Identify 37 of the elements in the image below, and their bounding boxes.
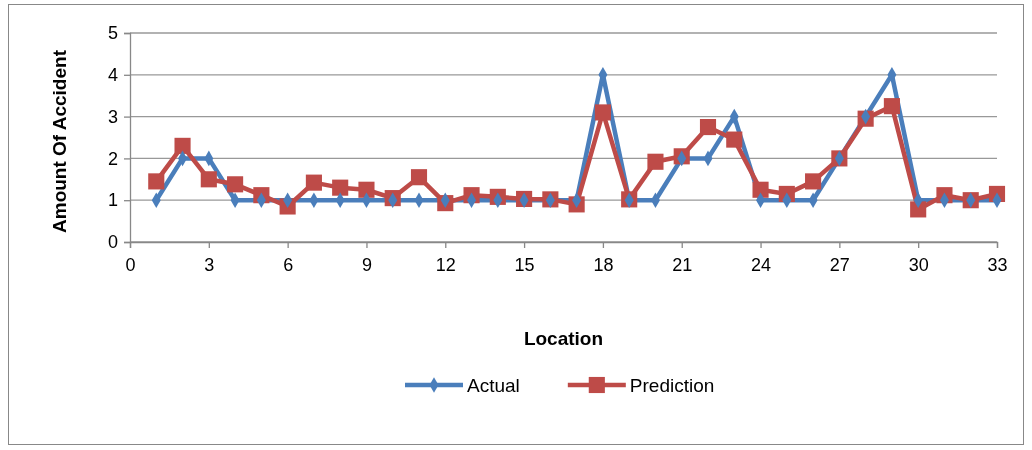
x-tick-label: 0	[125, 254, 136, 275]
x-tick-label: 15	[514, 254, 535, 275]
point	[174, 137, 191, 154]
x-tick-label: 18	[593, 254, 614, 275]
x-tick-label: 9	[361, 254, 372, 275]
point	[358, 181, 375, 198]
point	[305, 174, 322, 191]
x-axis-title: Location	[523, 328, 604, 349]
y-tick-label: 5	[107, 23, 118, 44]
point	[883, 98, 900, 115]
y-tick-label: 1	[107, 190, 118, 211]
point	[726, 131, 743, 148]
y-axis-title: Amount Of Accident	[49, 49, 70, 233]
point	[805, 173, 822, 190]
x-tick-label: 33	[987, 254, 1008, 275]
y-tick-label: 2	[107, 148, 118, 169]
point	[647, 153, 664, 170]
legend-label: Actual	[467, 375, 520, 396]
y-tick-label: 4	[107, 65, 118, 86]
point	[200, 171, 217, 188]
x-tick-label: 21	[672, 254, 693, 275]
point	[148, 173, 165, 190]
y-tick-label: 0	[107, 232, 118, 253]
point	[752, 181, 769, 198]
y-tick-label: 3	[107, 106, 118, 127]
point	[699, 118, 717, 136]
point	[332, 179, 349, 196]
point	[410, 169, 428, 186]
point	[594, 104, 611, 121]
x-tick-label: 6	[283, 254, 294, 275]
x-tick-label: 27	[829, 254, 850, 275]
point	[227, 176, 244, 193]
x-tick-label: 24	[751, 254, 772, 275]
x-tick-label: 3	[204, 254, 215, 275]
legend-label: Prediction	[629, 375, 715, 396]
x-tick-label: 12	[435, 254, 456, 275]
x-tick-label: 30	[908, 254, 929, 275]
